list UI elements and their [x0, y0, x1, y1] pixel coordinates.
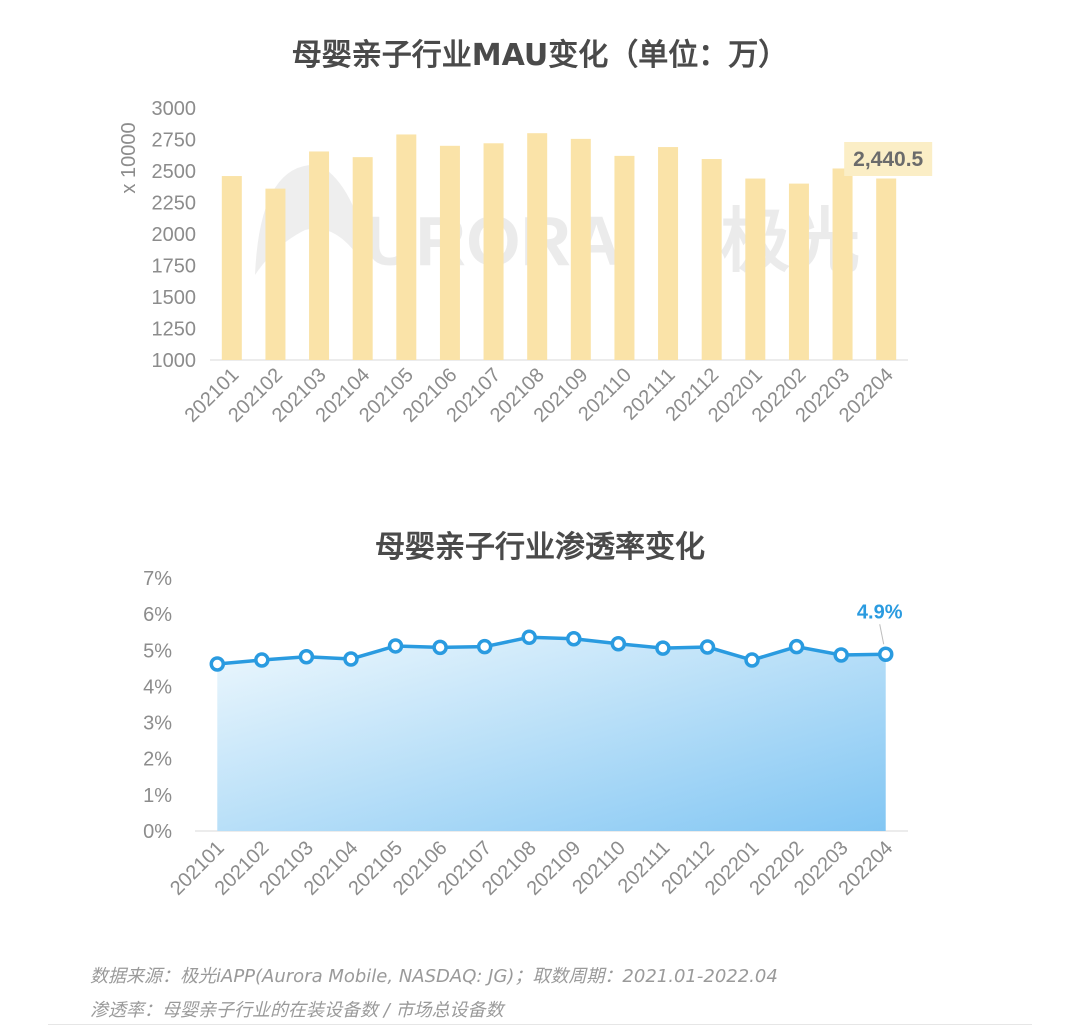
y-tick-label: 2%: [143, 749, 172, 771]
mau-chart-title: 母婴亲子行业MAU变化（单位：万）: [291, 38, 789, 73]
y-axis-unit-label: x 10000: [118, 122, 140, 193]
aurora-watermark: URORA极光: [255, 164, 860, 280]
mau-bar: [832, 168, 853, 360]
penetration-point: [610, 636, 627, 652]
penetration-point: [432, 639, 448, 656]
penetration-point: [877, 646, 894, 663]
y-tick-label: 2500: [152, 161, 197, 183]
penetration-point: [521, 629, 537, 646]
penetration-area-chart: URORA极光 0%1%2%3%4%5%6%7% 202101202102202…: [143, 568, 908, 900]
mau-bar: [701, 159, 722, 360]
y-tick-label: 1750: [152, 256, 197, 278]
penetration-area-fill: [217, 637, 886, 831]
penetration-chart-title: 母婴亲子行业渗透率变化: [375, 530, 705, 565]
y-tick-label: 5%: [143, 640, 172, 662]
mau-bar-chart: URORA极光 1000 1250 1500 1750 2000 2250 2500 2750…: [118, 98, 933, 427]
penetration-line: [217, 635, 886, 666]
penetration-point: [476, 638, 493, 655]
y-tick-label: 6%: [143, 604, 172, 626]
y-tick-label: 1%: [143, 785, 172, 807]
mau-bar: [788, 183, 809, 360]
mau-bar: [745, 178, 766, 360]
y-tick-label: 0%: [143, 821, 172, 843]
mau-bar: [876, 178, 897, 360]
y-tick-label: 2250: [152, 193, 197, 215]
penetration-callout-leader: [879, 624, 885, 645]
data-source-note: 数据来源：极光iAPP(Aurora Mobile, NASDAQ: JG)；取…: [90, 966, 778, 987]
penetration-definition-note: 渗透率：母婴亲子行业的在装设备数 / 市场总设备数: [90, 1000, 504, 1021]
mau-bar: [265, 188, 286, 360]
penetration-point: [298, 649, 315, 665]
penetration-point: [254, 652, 270, 668]
mau-callout-box: [844, 142, 933, 176]
penetration-point: [566, 630, 582, 647]
mau-bar: [439, 145, 460, 360]
mau-bar: [221, 176, 242, 360]
mau-bar: [527, 133, 548, 360]
mau-bar: [396, 134, 417, 360]
bottom-divider: [48, 1024, 1032, 1025]
y-tick-label: 3%: [143, 713, 172, 735]
y-tick-label: 1250: [152, 319, 197, 341]
mau-bar: [614, 155, 635, 360]
y-tick-label: 2000: [152, 224, 197, 246]
y-tick-label: 4%: [143, 676, 172, 698]
mau-bar: [570, 138, 591, 360]
y-tick-label: 1500: [152, 287, 197, 309]
penetration-point: [833, 647, 849, 663]
penetration-point: [387, 638, 404, 654]
y-tick-label: 3000: [152, 98, 197, 120]
mau-bar: [658, 147, 679, 360]
penetration-point: [744, 652, 760, 668]
mau-bar: [309, 151, 330, 360]
y-tick-label: 2750: [152, 130, 197, 152]
mau-bar: [352, 157, 373, 360]
penetration-point: [209, 656, 226, 672]
penetration-point: [699, 639, 716, 655]
y-tick-label: 7%: [143, 568, 172, 590]
penetration-point: [655, 640, 671, 656]
penetration-point: [788, 638, 805, 655]
penetration-point: [343, 651, 359, 667]
penetration-callout-label: 4.9%: [857, 601, 903, 623]
mau-bar: [483, 143, 504, 360]
mau-callout-label: 2,440.5: [853, 148, 923, 171]
y-tick-label: 1000: [152, 350, 197, 372]
